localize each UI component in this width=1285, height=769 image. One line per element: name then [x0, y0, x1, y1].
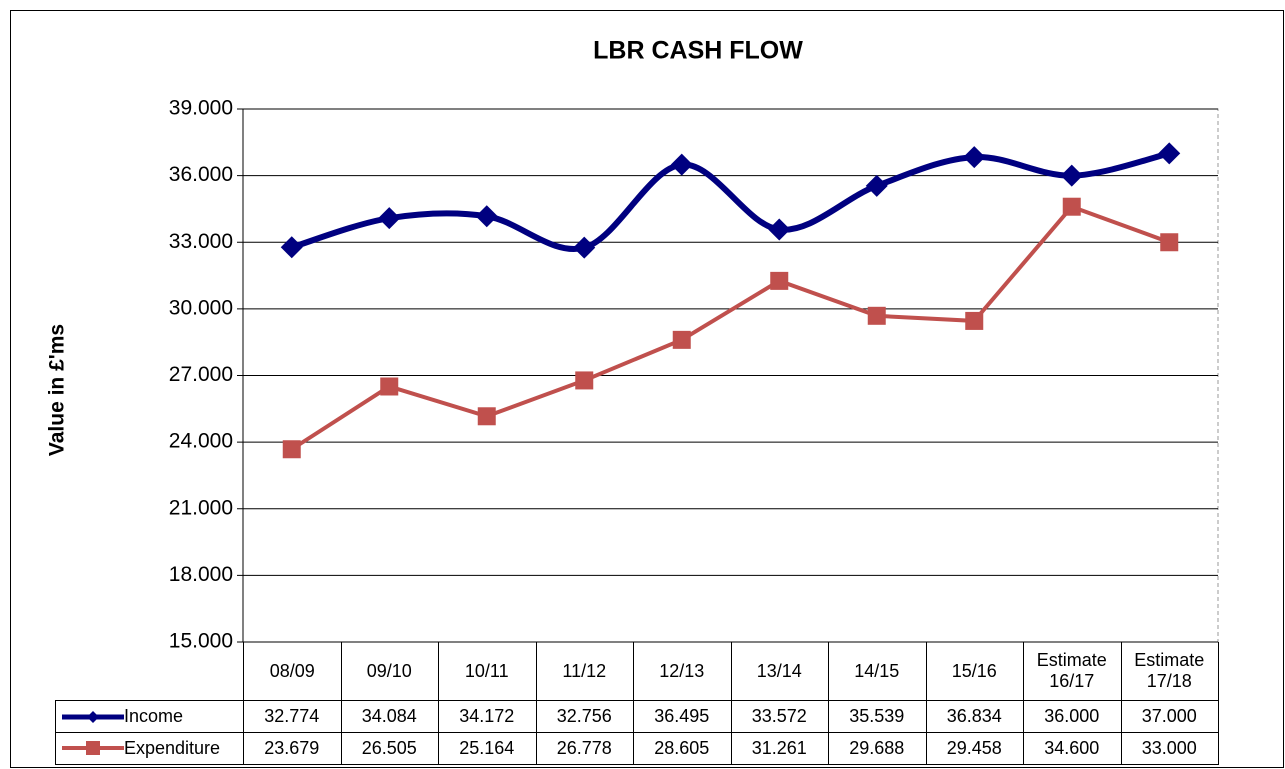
- category-cell: 08/09: [243, 642, 342, 701]
- y-axis-label: Value in £'ms: [46, 324, 69, 456]
- series-line: [290, 150, 1170, 252]
- legend-label: Expenditure: [124, 737, 221, 758]
- category-cell: 12/13: [633, 642, 732, 701]
- value-cell: 36.834: [925, 700, 1024, 733]
- value-cell: 32.756: [535, 700, 634, 733]
- value-cell: 37.000: [1120, 700, 1219, 733]
- chart-title: LBR CASH FLOW: [593, 37, 803, 65]
- series-line: [290, 204, 1170, 451]
- marker: [477, 407, 496, 426]
- value-cell: 34.600: [1023, 732, 1122, 765]
- value-cell: 23.679: [243, 732, 342, 765]
- category-cell: 14/15: [828, 642, 927, 701]
- marker: [867, 306, 886, 325]
- legend-cell: Income: [55, 700, 244, 733]
- y-tick-label: 27.000: [169, 363, 233, 386]
- legend-label: Income: [124, 706, 184, 726]
- value-cell: 31.261: [730, 732, 829, 765]
- value-cell: 36.495: [633, 700, 732, 733]
- y-tick-label: 15.000: [169, 630, 233, 653]
- category-cell: Estimate 17/18: [1120, 642, 1219, 701]
- value-cell: 26.505: [340, 732, 439, 765]
- marker: [768, 218, 791, 241]
- category-cell: Estimate 16/17: [1023, 642, 1122, 701]
- category-cell: 13/14: [730, 642, 829, 701]
- marker: [672, 330, 691, 349]
- value-cell: 29.458: [925, 732, 1024, 765]
- value-cell: 33.572: [730, 700, 829, 733]
- marker: [1160, 233, 1179, 252]
- category-cell: 11/12: [535, 642, 634, 701]
- legend-cell: Expenditure: [55, 732, 244, 765]
- marker: [380, 377, 399, 396]
- category-cell: 09/10: [340, 642, 439, 701]
- value-cell: 32.774: [243, 700, 342, 733]
- value-cell: 35.539: [828, 700, 927, 733]
- y-tick-label: 33.000: [169, 230, 233, 253]
- marker: [475, 205, 498, 228]
- category-cell: 15/16: [925, 642, 1024, 701]
- value-cell: 34.084: [340, 700, 439, 733]
- marker: [965, 311, 984, 330]
- y-tick-label: 21.000: [169, 496, 233, 519]
- marker: [1060, 164, 1083, 187]
- marker: [575, 371, 594, 390]
- y-tick-label: 39.000: [169, 97, 233, 120]
- marker: [1062, 197, 1081, 216]
- marker: [282, 440, 301, 459]
- chart-frame: [10, 10, 1284, 768]
- marker: [770, 271, 789, 290]
- value-cell: 26.778: [535, 732, 634, 765]
- y-tick-label: 18.000: [169, 563, 233, 586]
- legend-key: [62, 741, 124, 755]
- value-cell: 28.605: [633, 732, 732, 765]
- value-cell: 36.000: [1023, 700, 1122, 733]
- value-cell: 33.000: [1120, 732, 1219, 765]
- value-cell: 34.172: [438, 700, 537, 733]
- value-cell: 29.688: [828, 732, 927, 765]
- marker: [963, 146, 986, 169]
- y-tick-label: 30.000: [169, 296, 233, 319]
- marker: [865, 174, 888, 197]
- marker: [1158, 142, 1181, 165]
- marker: [573, 236, 596, 259]
- marker: [378, 207, 401, 230]
- marker: [670, 153, 693, 176]
- value-cell: 25.164: [438, 732, 537, 765]
- y-tick-label: 24.000: [169, 430, 233, 453]
- marker: [280, 236, 303, 259]
- category-cell: 10/11: [438, 642, 537, 701]
- legend-key: [62, 710, 124, 723]
- y-tick-label: 36.000: [169, 163, 233, 186]
